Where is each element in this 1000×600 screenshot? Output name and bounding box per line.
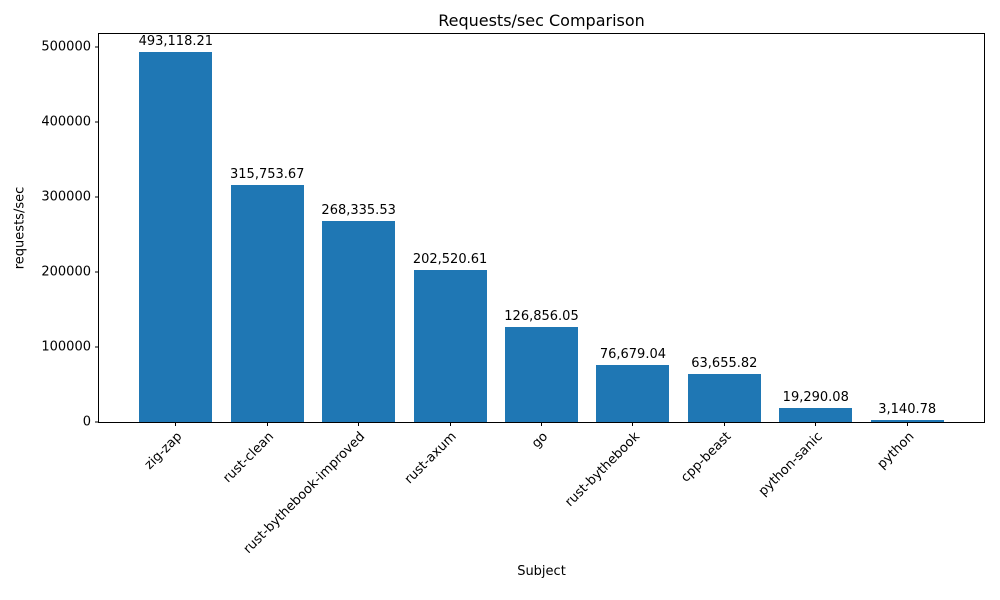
y-tick-mark (95, 346, 99, 348)
bar-rust-axum (413, 270, 487, 422)
bar-rust-bythebook (596, 364, 670, 422)
x-axis-label: Subject (517, 564, 566, 579)
bar-rust-bythebook-improved (322, 220, 396, 422)
bar-value-label: 3,140.78 (878, 401, 937, 417)
y-tick-label: 200000 (41, 264, 91, 280)
y-tick-mark (95, 271, 99, 273)
bar-value-label: 126,856.05 (504, 308, 579, 324)
x-tick-label: zig-zap (142, 429, 186, 473)
x-tick-mark (906, 422, 908, 426)
bar-python (870, 419, 944, 422)
x-tick-label: cpp-beast (678, 429, 735, 486)
x-tick-mark (358, 422, 360, 426)
bar-value-label: 202,520.61 (412, 252, 488, 268)
bar-value-label: 76,679.04 (599, 346, 667, 362)
y-tick-label: 500000 (41, 39, 91, 55)
x-tick-mark (266, 422, 268, 426)
y-tick-label: 300000 (41, 189, 91, 205)
bar-value-label: 19,290.08 (782, 389, 849, 405)
x-tick-mark (632, 422, 634, 426)
x-tick-label: python-sanic (755, 429, 826, 500)
x-tick-mark (541, 422, 542, 426)
plot-area: 493,118.21 zig-zap 315,753.67 rust-clean 268… (41, 33, 985, 557)
y-tick-label: 100000 (41, 339, 91, 355)
x-tick-mark (175, 422, 177, 426)
x-tick-label: python (874, 429, 918, 473)
x-tick-mark (723, 422, 725, 426)
bar-python-sanic (779, 407, 853, 422)
y-tick-mark (95, 46, 99, 48)
y-tick-mark (95, 196, 99, 198)
bar-zig-zap (139, 52, 213, 422)
x-tick-label: rust-axum (402, 429, 460, 488)
x-tick-label: rust-clean (220, 429, 278, 486)
x-tick-label: rust-bythebook (562, 429, 643, 510)
y-tick-label: 0 (82, 414, 91, 430)
bar-value-label: 315,753.67 (230, 167, 305, 183)
bar-value-label: 493,118.21 (138, 34, 214, 50)
x-tick-mark (815, 422, 817, 426)
bar-rust-clean (230, 185, 304, 422)
bar-value-label: 268,335.53 (321, 202, 396, 218)
y-tick-label: 400000 (41, 114, 91, 130)
y-axis-label: requests/sec (12, 186, 28, 270)
x-tick-mark (449, 422, 451, 426)
y-tick-mark (95, 121, 99, 123)
bar-go (504, 326, 579, 422)
chart-title: Requests/sec Comparison (438, 11, 645, 30)
bar-cpp-beast (687, 374, 761, 422)
bar-value-label: 63,655.82 (691, 356, 758, 372)
y-tick-mark (95, 421, 99, 423)
x-tick-label: go (529, 429, 552, 452)
